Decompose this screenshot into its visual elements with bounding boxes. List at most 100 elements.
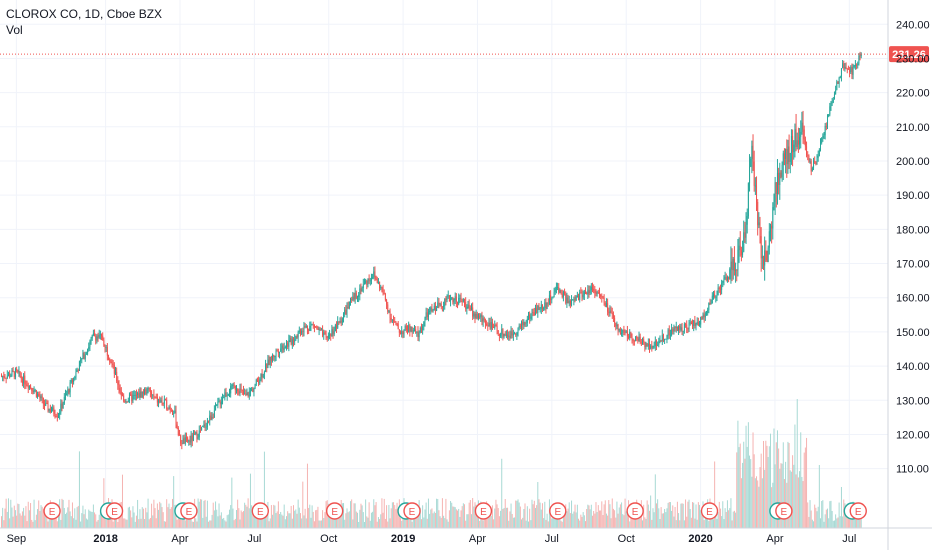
- earnings-marker[interactable]: E: [474, 502, 493, 520]
- candle-body: [210, 415, 212, 420]
- earnings-marker[interactable]: E: [775, 502, 793, 520]
- candle-body: [447, 295, 449, 297]
- candles[interactable]: [0, 51, 862, 450]
- earnings-marker[interactable]: E: [549, 502, 567, 520]
- earnings-marker[interactable]: E: [325, 502, 344, 520]
- earnings-marker[interactable]: E: [626, 502, 644, 520]
- volume-bar: [469, 500, 471, 528]
- candle-body: [10, 375, 12, 377]
- volume-bar: [465, 520, 467, 528]
- candle-body: [838, 77, 840, 84]
- candle-body: [351, 299, 353, 301]
- volume-bar: [283, 504, 285, 528]
- volume-bar: [802, 481, 804, 528]
- candle-body: [687, 328, 689, 330]
- volume-bar: [842, 516, 844, 528]
- earnings-marker[interactable]: E: [105, 502, 124, 520]
- candle-body: [97, 336, 99, 338]
- volume-bar: [814, 504, 816, 528]
- earnings-marker[interactable]: E: [251, 502, 270, 520]
- volume-bar: [153, 499, 155, 528]
- candle-body: [732, 258, 734, 271]
- candle-body: [160, 400, 162, 403]
- earnings-marker[interactable]: E: [700, 502, 719, 520]
- candle-body: [242, 390, 244, 395]
- candle-body: [59, 412, 61, 415]
- candle-body: [745, 224, 747, 238]
- candle-body: [454, 296, 456, 301]
- candle-body: [529, 314, 531, 319]
- volume-bar: [838, 502, 840, 528]
- volume-bar: [453, 506, 455, 528]
- candle-body: [52, 407, 54, 412]
- earnings-letter: E: [781, 507, 788, 518]
- volume-bar: [273, 504, 275, 528]
- volume-bar: [384, 518, 386, 528]
- y-tick-label: 230.00: [896, 53, 930, 65]
- candle-body: [550, 295, 552, 300]
- y-tick-label: 110.00: [896, 464, 929, 476]
- candle-body: [311, 324, 313, 326]
- x-tick-label: Apr: [469, 533, 486, 545]
- candle-body: [804, 139, 806, 147]
- volume-bar: [719, 508, 721, 528]
- candle-body: [614, 317, 616, 323]
- candle-body: [644, 342, 646, 348]
- volume-bar: [747, 422, 749, 528]
- volume-bar: [39, 510, 41, 528]
- volume-bar: [12, 516, 14, 528]
- time-axis[interactable]: Sep 2018 Apr Jul Oct 2019 Apr Jul Oct 2020 Apr Jul: [7, 533, 857, 545]
- volume-bar: [843, 499, 845, 528]
- volume-bar: [212, 502, 214, 528]
- volume-bar: [447, 521, 449, 528]
- candle-body: [34, 390, 36, 392]
- candle-body: [144, 389, 146, 394]
- volume-bar: [288, 513, 290, 528]
- candle-body: [723, 278, 725, 281]
- volume-bar: [53, 514, 55, 528]
- candle-body: [521, 322, 523, 327]
- volume-bar: [795, 474, 797, 528]
- candle-body: [459, 297, 461, 299]
- volume-bar: [554, 514, 556, 528]
- volume-bar: [781, 463, 783, 528]
- earnings-marker[interactable]: E: [403, 502, 421, 520]
- volume-bar: [26, 521, 28, 528]
- volume-bar: [742, 462, 744, 528]
- volume-bar: [562, 508, 564, 528]
- volume-bar: [30, 503, 32, 528]
- candle-body: [76, 370, 78, 372]
- candle-body: [413, 329, 415, 331]
- candle-body: [212, 417, 214, 418]
- candle-body: [309, 326, 311, 331]
- volume-bar: [488, 511, 490, 528]
- volume-bar: [210, 520, 212, 528]
- volume-bar: [823, 521, 825, 528]
- volume-bar: [127, 507, 129, 528]
- candle-body: [619, 328, 621, 335]
- candle-body: [505, 334, 507, 336]
- candle-body: [553, 292, 555, 298]
- candle-body: [510, 331, 512, 338]
- candle-body: [287, 342, 289, 347]
- candle-body: [788, 146, 790, 162]
- volume-bar: [141, 507, 143, 528]
- volume-bar: [61, 498, 63, 528]
- candle-body: [70, 380, 72, 383]
- volume-bar: [575, 512, 577, 528]
- candle-body: [217, 401, 219, 405]
- earnings-marker[interactable]: E: [180, 502, 198, 520]
- volume-bar: [502, 508, 504, 528]
- candle-body: [809, 161, 811, 163]
- candle-body: [594, 290, 596, 294]
- candle-body: [132, 395, 134, 402]
- volume-bar: [573, 511, 575, 528]
- volume-bar: [224, 520, 226, 528]
- earnings-marker[interactable]: E: [849, 502, 867, 520]
- volume-bar: [669, 502, 671, 528]
- earnings-marker[interactable]: E: [43, 502, 61, 520]
- candle-body: [192, 433, 194, 441]
